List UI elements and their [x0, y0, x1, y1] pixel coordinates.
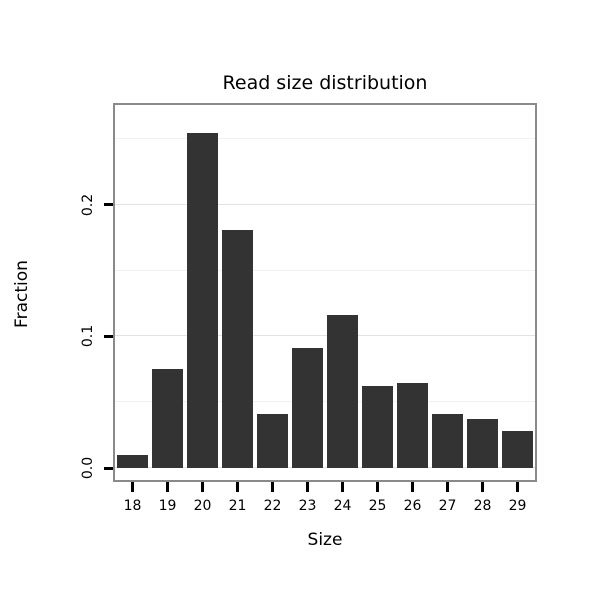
bar	[222, 230, 253, 468]
bar	[362, 386, 393, 468]
x-tick-label: 25	[368, 498, 387, 514]
bar	[327, 315, 358, 468]
y-tick	[104, 334, 113, 338]
gridline-minor	[115, 401, 535, 403]
gridline-major	[115, 467, 535, 468]
x-tick	[271, 482, 274, 492]
y-tick-label: 0.0	[80, 456, 96, 480]
y-axis-labels: 0.0 0.1 0.2	[75, 105, 101, 480]
x-tick-label: 20	[193, 498, 212, 514]
x-tick	[411, 482, 414, 492]
bar	[292, 348, 323, 468]
x-tick-label: 24	[333, 498, 352, 514]
x-tick-label: 28	[473, 498, 492, 514]
x-tick-label: 27	[438, 498, 457, 514]
gridline-minor	[115, 138, 535, 140]
bar	[432, 414, 463, 468]
x-axis-labels: 18 19 20 21 22 23 24 25 26 27 28 29	[115, 498, 535, 516]
x-tick	[516, 482, 519, 492]
x-tick-label: 23	[298, 498, 317, 514]
gridline-major	[115, 335, 535, 337]
x-tick-label: 29	[508, 498, 527, 514]
y-axis-ticks	[104, 105, 113, 480]
x-tick	[201, 482, 204, 492]
bar	[152, 369, 183, 468]
x-tick	[166, 482, 169, 492]
x-tick	[306, 482, 309, 492]
bar	[397, 383, 428, 468]
y-tick	[104, 466, 113, 470]
x-tick-label: 19	[158, 498, 177, 514]
bar	[467, 419, 498, 468]
gridline-minor	[115, 269, 535, 271]
bar	[502, 431, 533, 468]
gridline-major	[115, 203, 535, 205]
x-axis-title: Size	[307, 530, 343, 550]
y-tick	[104, 203, 113, 207]
y-tick-label: 0.1	[80, 325, 96, 348]
x-tick-label: 18	[123, 498, 142, 514]
x-tick	[341, 482, 344, 492]
x-tick	[376, 482, 379, 492]
chart-title: Read size distribution	[222, 72, 428, 94]
y-axis-title: Fraction	[12, 260, 32, 328]
bar	[187, 133, 218, 468]
bar	[257, 414, 288, 468]
bar	[117, 455, 148, 468]
x-tick	[446, 482, 449, 492]
y-tick-label: 0.2	[80, 193, 96, 217]
x-tick	[236, 482, 239, 492]
x-tick	[131, 482, 134, 492]
x-tick-label: 22	[263, 498, 282, 514]
x-tick-label: 26	[403, 498, 422, 514]
x-axis-ticks	[115, 482, 535, 494]
x-tick-label: 21	[228, 498, 247, 514]
plot-panel	[113, 103, 537, 482]
x-tick	[481, 482, 484, 492]
